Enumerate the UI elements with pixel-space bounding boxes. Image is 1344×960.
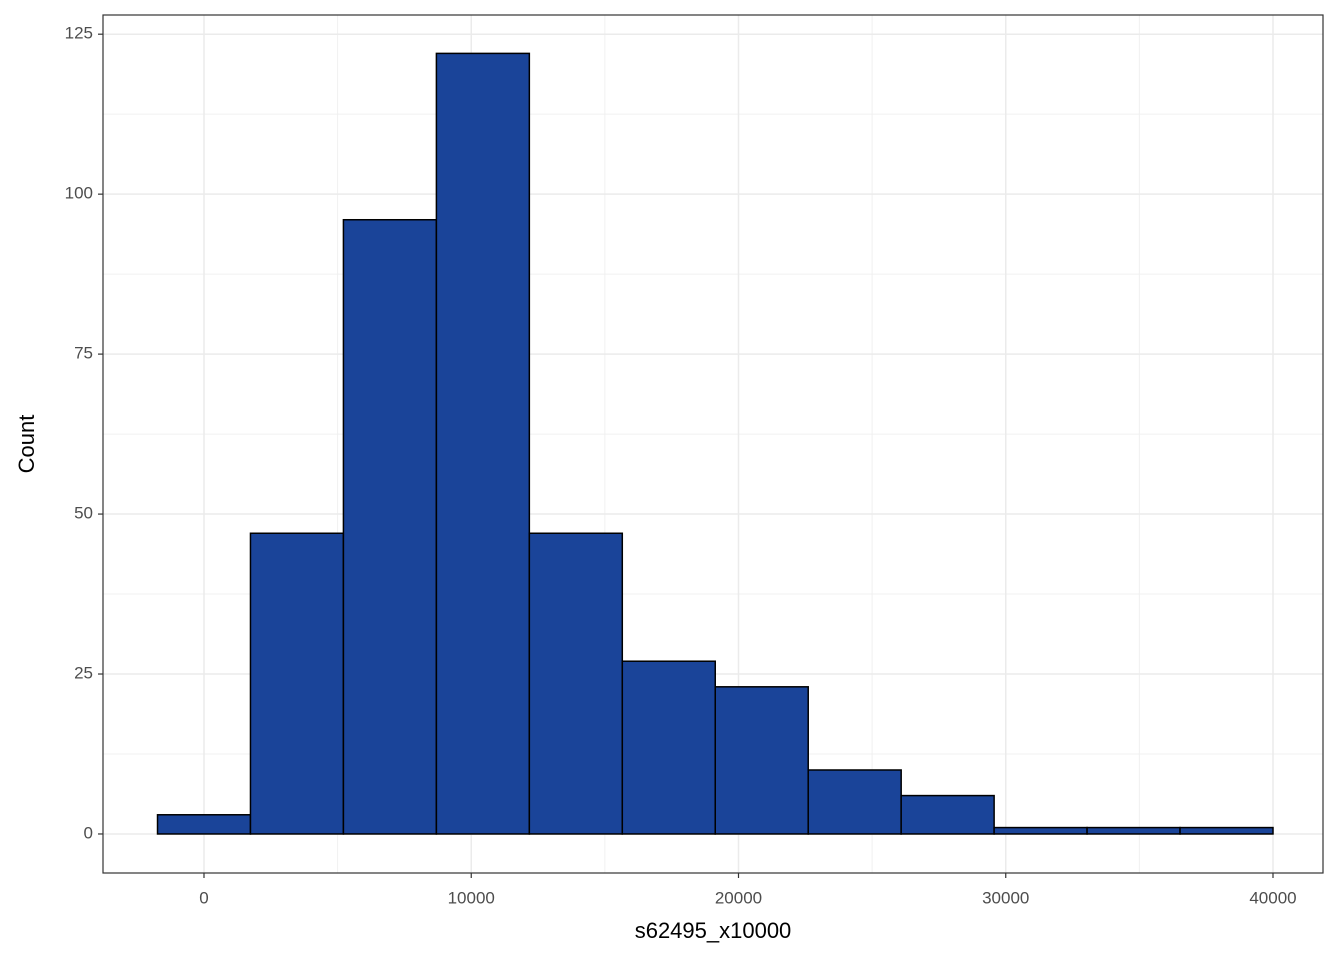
y-tick-label: 50 xyxy=(74,504,93,523)
y-tick-label: 100 xyxy=(65,184,93,203)
bar xyxy=(528,532,624,835)
y-tick-label: 75 xyxy=(74,344,93,363)
bar xyxy=(807,769,902,835)
bars xyxy=(156,52,1274,835)
bar xyxy=(1086,826,1181,835)
x-tick-label: 0 xyxy=(199,888,208,907)
bar xyxy=(993,826,1088,835)
bar xyxy=(435,52,531,835)
bar xyxy=(1179,826,1274,835)
x-axis-label: s62495_x10000 xyxy=(635,918,792,943)
bar xyxy=(621,660,716,835)
y-tick-label: 25 xyxy=(74,664,93,683)
x-tick-label: 30000 xyxy=(982,888,1029,907)
bar xyxy=(342,218,438,835)
panel-border xyxy=(102,14,1324,874)
x-tick-label: 20000 xyxy=(715,888,762,907)
bar xyxy=(900,794,995,835)
y-axis-label: Count xyxy=(14,415,39,474)
y-tick-label: 0 xyxy=(84,823,93,842)
bar xyxy=(714,686,809,835)
bar xyxy=(249,532,345,835)
x-tick-label: 10000 xyxy=(448,888,495,907)
x-tick-label: 40000 xyxy=(1249,888,1296,907)
bar xyxy=(156,814,252,835)
y-tick-label: 125 xyxy=(65,24,93,43)
